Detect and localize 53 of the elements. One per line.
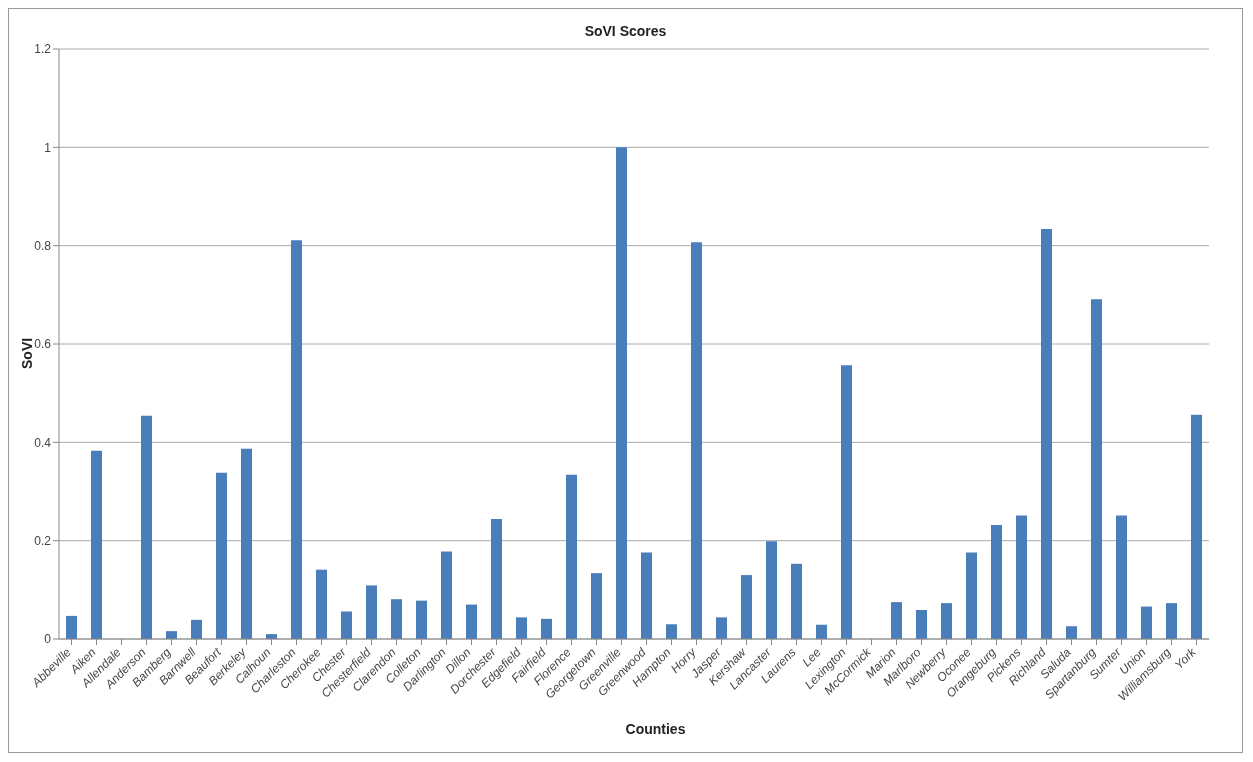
bar <box>841 365 852 639</box>
bar <box>941 603 952 639</box>
bar <box>466 604 477 639</box>
bar <box>441 551 452 639</box>
bar <box>1066 626 1077 639</box>
y-tick-label: 0.6 <box>34 337 52 352</box>
bar <box>491 519 502 639</box>
bar <box>341 611 352 639</box>
y-tick-label: 0.8 <box>34 238 52 253</box>
bar <box>91 450 102 639</box>
bar <box>716 617 727 639</box>
bar <box>641 552 652 639</box>
bar <box>316 569 327 639</box>
y-tick-label: 1.2 <box>34 42 52 57</box>
bar <box>391 599 402 639</box>
bar <box>616 147 627 639</box>
bar <box>816 624 827 639</box>
y-tick-label: 0 <box>44 632 52 647</box>
bar <box>191 619 202 639</box>
bar <box>241 448 252 639</box>
y-tick-label: 0.2 <box>34 533 52 548</box>
y-axis-title: SoVI <box>19 337 35 369</box>
bar <box>1116 515 1127 639</box>
chart-title: SoVI Scores <box>583 23 668 39</box>
bar <box>291 240 302 639</box>
bar <box>991 524 1002 639</box>
bar <box>1166 603 1177 639</box>
bar <box>766 541 777 639</box>
bar <box>691 242 702 639</box>
y-tick-label: 1 <box>44 140 52 155</box>
x-axis-title: Counties <box>624 721 687 737</box>
bar <box>1141 606 1152 639</box>
bar <box>566 474 577 639</box>
bar <box>516 617 527 639</box>
bar <box>1191 414 1202 639</box>
bar <box>216 472 227 639</box>
bar <box>141 415 152 639</box>
bar <box>791 563 802 639</box>
x-tick-label: York <box>1171 644 1200 673</box>
bar <box>366 585 377 639</box>
y-tick-label: 0.4 <box>34 435 52 450</box>
bar <box>966 552 977 639</box>
bar <box>66 615 77 639</box>
bar <box>891 602 902 639</box>
bar <box>416 600 427 639</box>
bar <box>666 624 677 639</box>
bar <box>1041 228 1052 639</box>
bar <box>741 575 752 639</box>
bar <box>1016 515 1027 639</box>
bar <box>1091 299 1102 639</box>
bar <box>916 609 927 639</box>
bar <box>541 618 552 639</box>
bar <box>591 573 602 639</box>
